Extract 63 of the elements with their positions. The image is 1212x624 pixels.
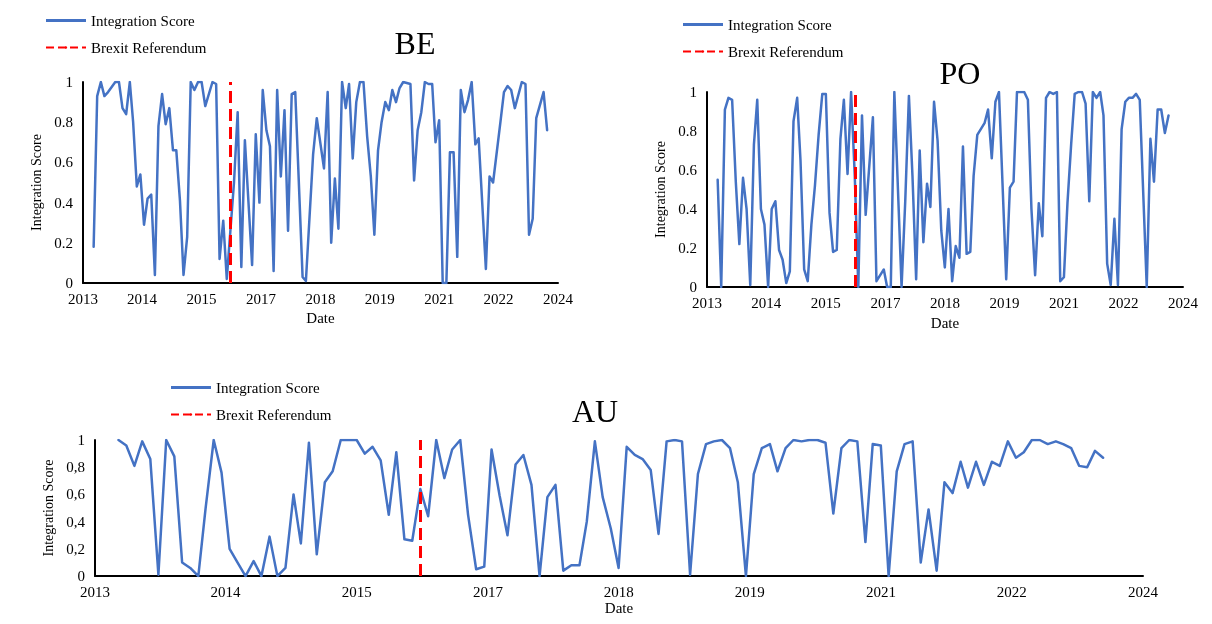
x-axis-title: Date xyxy=(604,599,634,616)
x-tick-label: 2024 xyxy=(1168,294,1199,311)
y-tick-label: 1 xyxy=(65,74,73,90)
x-tick-label: 2021 xyxy=(1049,294,1080,311)
chart-title: BE xyxy=(394,25,436,61)
y-tick-label: 0.6 xyxy=(54,154,74,171)
y-tick-label: 0 xyxy=(65,275,73,291)
x-tick-label: 2024 xyxy=(543,290,574,307)
y-tick-label: 0,6 xyxy=(66,486,86,503)
y-tick-label: 0.8 xyxy=(678,123,697,139)
x-tick-label: 2015 xyxy=(341,583,372,600)
x-tick-label: 2021 xyxy=(866,583,897,600)
y-tick-label: 0,8 xyxy=(66,459,85,476)
y-tick-label: 0.8 xyxy=(54,114,73,131)
x-tick-label: 2014 xyxy=(751,294,782,311)
x-tick-label: 2022 xyxy=(1108,294,1139,311)
legend-label: Brexit Referendum xyxy=(216,406,332,423)
chart-title: PO xyxy=(939,55,981,91)
y-tick-label: 0,4 xyxy=(66,513,86,530)
x-tick-label: 2014 xyxy=(210,583,241,600)
x-tick-label: 2021 xyxy=(424,290,455,307)
legend-label: Brexit Referendum xyxy=(91,39,207,56)
legend-label: Brexit Referendum xyxy=(728,43,844,60)
legend-label: Integration Score xyxy=(91,12,196,29)
y-axis-title: Integration Score xyxy=(652,141,668,238)
x-tick-label: 2018 xyxy=(929,294,960,311)
line-series xyxy=(117,438,1105,578)
y-tick-label: 0.2 xyxy=(54,234,73,251)
y-tick-label: 1 xyxy=(77,432,85,448)
x-tick-label: 2018 xyxy=(603,583,634,600)
x-tick-label: 2017 xyxy=(870,294,901,311)
x-tick-label: 2014 xyxy=(127,290,158,307)
y-tick-label: 0,2 xyxy=(66,540,85,557)
x-tick-label: 2017 xyxy=(246,290,277,307)
x-axis-title: Date xyxy=(306,310,335,327)
x-tick-label: 2022 xyxy=(483,290,514,307)
x-tick-label: 2013 xyxy=(80,583,110,600)
legend-label: Integration Score xyxy=(216,379,321,396)
x-tick-label: 2013 xyxy=(68,290,98,307)
x-tick-label: 2019 xyxy=(989,294,1020,311)
x-tick-label: 2018 xyxy=(305,290,336,307)
y-axis-title: Integration Score xyxy=(28,134,44,231)
legend-label: Integration Score xyxy=(728,16,833,33)
y-tick-label: 0 xyxy=(689,279,697,295)
y-tick-label: 0.4 xyxy=(678,201,698,217)
y-tick-label: 0.4 xyxy=(54,194,74,211)
x-tick-label: 2017 xyxy=(472,583,504,600)
x-tick-label: 2019 xyxy=(364,290,395,307)
y-tick-label: 0.2 xyxy=(678,240,697,256)
x-tick-label: 2015 xyxy=(810,294,841,311)
y-axis-title: Integration Score xyxy=(40,459,56,557)
x-axis-title: Date xyxy=(930,314,960,331)
x-tick-label: 2013 xyxy=(692,294,722,311)
line-series xyxy=(92,80,549,285)
y-tick-label: 1 xyxy=(689,84,697,100)
y-tick-label: 0 xyxy=(77,568,85,585)
x-tick-label: 2019 xyxy=(734,583,765,600)
line-series xyxy=(716,90,1170,289)
x-tick-label: 2024 xyxy=(1128,583,1159,600)
x-tick-label: 2015 xyxy=(186,290,217,307)
x-tick-label: 2022 xyxy=(996,583,1027,600)
chart-title: AU xyxy=(571,393,619,429)
y-tick-label: 0.6 xyxy=(678,162,698,178)
